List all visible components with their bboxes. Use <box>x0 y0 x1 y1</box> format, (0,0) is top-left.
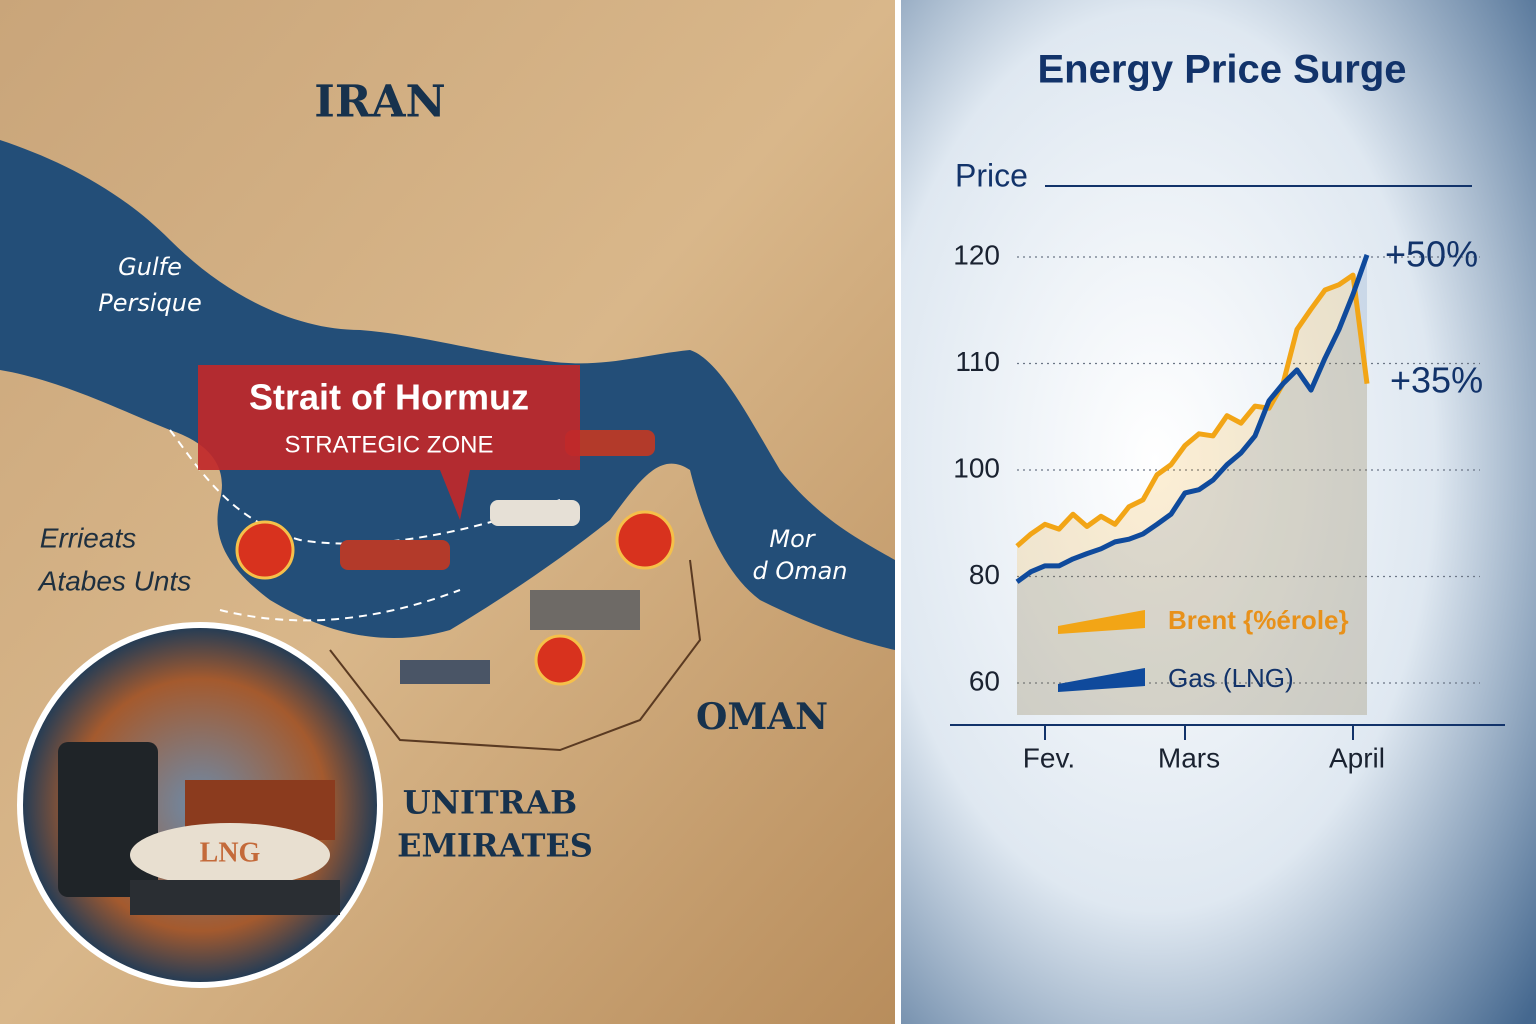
callout-subtitle: STRATEGIC ZONE <box>285 431 494 458</box>
y-tick-label: 80 <box>969 559 1000 590</box>
x-tick-label: April <box>1329 742 1385 773</box>
country-label: Errieats <box>40 522 136 553</box>
series-area <box>1017 275 1367 715</box>
x-tick-label: Mars <box>1158 742 1220 773</box>
country-label: IRAN <box>314 77 446 128</box>
sea-label: Mor <box>769 525 816 553</box>
y-tick-label: 110 <box>955 346 1000 377</box>
callout: Strait of Hormuz STRATEGIC ZONE <box>198 365 580 520</box>
route <box>219 589 461 622</box>
sea-label: Gulfe <box>118 253 182 281</box>
map: Strait of Hormuz STRATEGIC ZONE IRAN Gul… <box>0 0 895 1024</box>
sea-label: Persique <box>98 289 202 317</box>
country-label: OMAN <box>696 696 828 738</box>
x-tick-label: Fev. <box>1023 742 1075 773</box>
annotation: +35% <box>1390 360 1483 401</box>
series-line <box>1015 254 1370 584</box>
legend-label: Gas (LNG) <box>1168 663 1294 693</box>
chart: Energy Price Surge Price <box>950 48 1505 726</box>
legend-swatch <box>1058 668 1145 692</box>
border <box>329 559 702 752</box>
ship-label: LNG <box>200 837 261 868</box>
country-label: Atabes Unts <box>37 565 192 596</box>
divider <box>895 0 901 1024</box>
legend-swatch <box>1058 610 1145 634</box>
y-tick-label: 120 <box>953 239 1000 270</box>
callout-title: Strait of Hormuz <box>249 377 529 418</box>
chart-title: Energy Price Surge <box>1037 48 1406 92</box>
inset-illustration: LNG <box>17 622 383 988</box>
annotation: +50% <box>1385 234 1478 275</box>
legend-label: Brent {%érole} <box>1168 605 1349 635</box>
series-line <box>1015 272 1370 549</box>
y-tick-label: 60 <box>969 665 1000 696</box>
axis-label: Price <box>955 157 1028 193</box>
country-label: UNITRAB <box>403 784 577 822</box>
explosions <box>235 510 675 686</box>
country-label: EMIRATES <box>397 827 593 865</box>
series-area <box>1017 254 1367 715</box>
y-tick-label: 100 <box>953 452 1000 483</box>
sea-label: d Oman <box>752 557 847 585</box>
chart-panel <box>901 0 1536 1024</box>
ships <box>340 430 655 684</box>
